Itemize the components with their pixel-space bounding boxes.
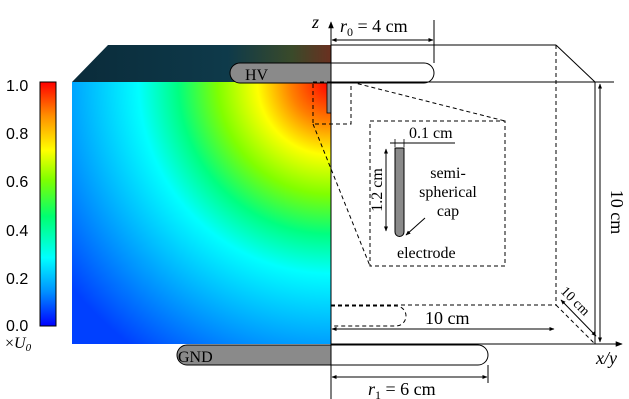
depth-dimension: 10 cm (557, 284, 597, 337)
inset-length-label: 1.2 cm (369, 168, 386, 212)
cap-label-line1: semi- (430, 165, 466, 182)
inset-detail: 0.1 cm 1.2 cm semi- spherical cap electr… (369, 120, 506, 267)
inset-width-label: 0.1 cm (409, 125, 453, 142)
width-dimension: 10 cm (331, 308, 555, 331)
potential-field-front (72, 82, 331, 344)
r1-label: r1 = 6 cm (368, 379, 436, 399)
colorbar-tick-5: 0.2 (6, 271, 28, 288)
gnd-plate: GND (176, 344, 489, 366)
zoom-indicator (312, 81, 506, 267)
height-dimension: 10 cm (598, 83, 627, 343)
xy-axis-label: x/y (595, 348, 617, 368)
inset-electrode-label: electrode (397, 245, 456, 262)
colorbar-gradient (39, 81, 57, 327)
r0-label: r0 = 4 cm (340, 16, 408, 39)
r0-dimension: r0 = 4 cm (331, 16, 435, 63)
z-axis-label: z (311, 12, 319, 32)
cap-label-line3: cap (437, 203, 459, 220)
colorbar-tick-2: 0.8 (6, 126, 28, 143)
r1-dimension: r1 = 6 cm (331, 365, 489, 399)
colorbar-tick-6: 0.0 (6, 318, 28, 335)
inset-electrode (394, 147, 405, 237)
hv-plate: HV (229, 62, 435, 84)
cap-pointer-arrow (405, 217, 426, 236)
gnd-label: GND (178, 349, 213, 366)
cap-label-line2: spherical (419, 184, 477, 201)
colorbar-tick-4: 0.4 (6, 223, 28, 240)
colorbar-tick-3: 0.6 (6, 174, 28, 191)
needle-electrode (326, 82, 332, 114)
height-label: 10 cm (607, 190, 627, 235)
colorbar: 1.0 0.8 0.6 0.4 0.2 0.0 ×U0 (5, 78, 57, 354)
hv-label: HV (245, 67, 269, 84)
width-label: 10 cm (425, 308, 470, 328)
colorbar-tick-1: 1.0 (6, 78, 28, 95)
colorbar-unit: ×U0 (5, 335, 32, 354)
